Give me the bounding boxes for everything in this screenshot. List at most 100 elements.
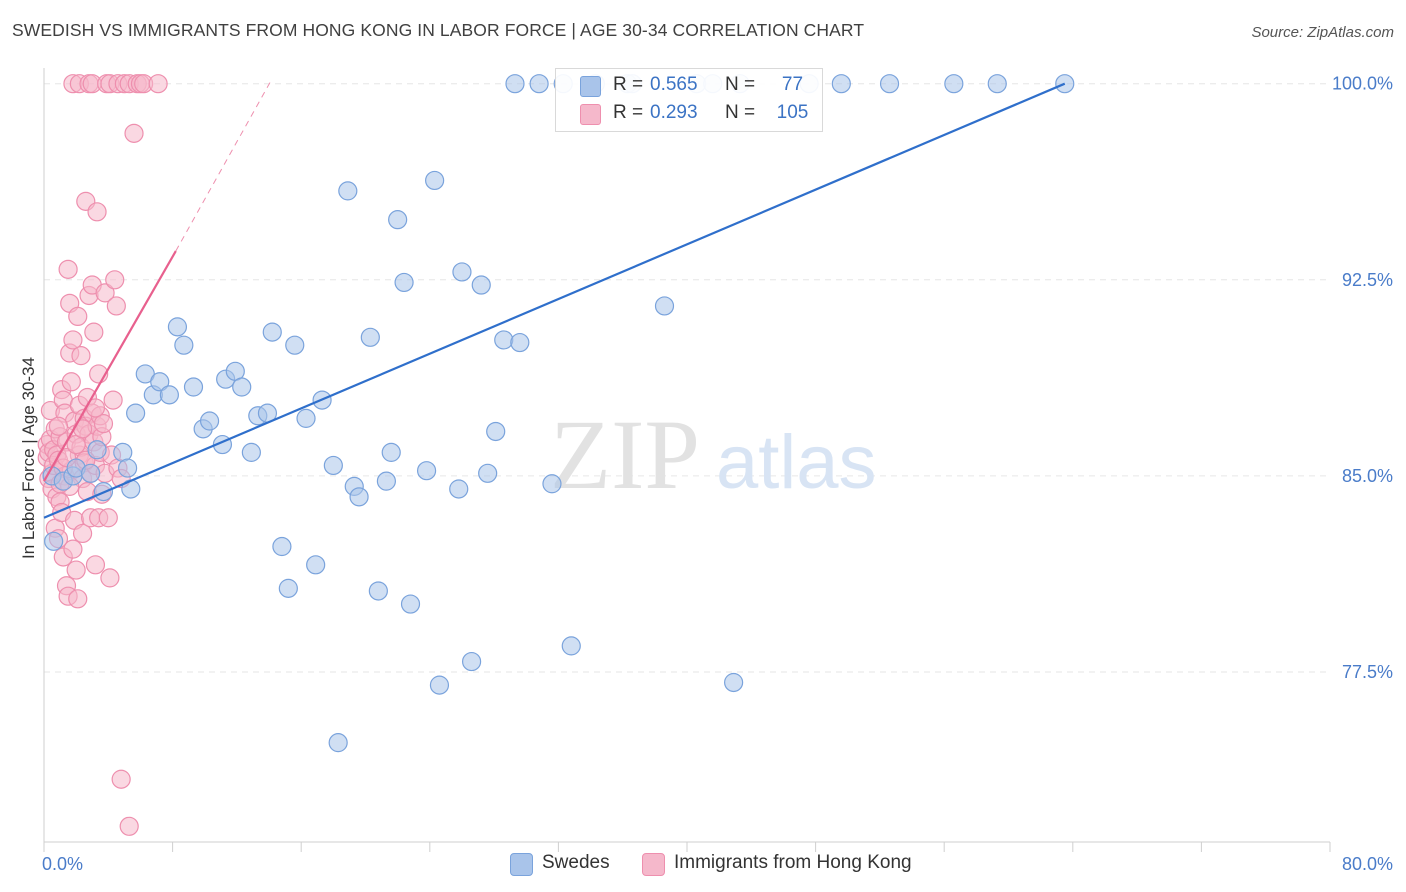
swedes-point [167, 317, 188, 337]
hong-kong-point [105, 270, 125, 290]
swedes-point [494, 330, 514, 350]
swedes-point [349, 487, 369, 507]
watermark: ZIP atlas [550, 399, 877, 510]
swedes-point [381, 442, 401, 462]
swedes-point [278, 578, 298, 598]
swedes-point [159, 385, 179, 405]
hong-kong-swatch [580, 104, 601, 125]
hong-kong-point [84, 322, 104, 342]
r-value: 0.565 [650, 74, 698, 95]
r-label: R = [613, 74, 644, 95]
series-swedes-points [42, 74, 1075, 753]
hong-kong-point [58, 259, 78, 279]
swedes-point [400, 594, 421, 614]
swedes-point [262, 322, 282, 342]
swedes-swatch [580, 76, 601, 97]
swedes-point [388, 210, 408, 230]
n-label: N = [725, 102, 756, 123]
y-tick-label: 85.0% [1342, 466, 1393, 486]
legend-label: Immigrants from Hong Kong [674, 852, 912, 873]
swedes-point [542, 474, 562, 494]
n-value: 105 [776, 102, 809, 123]
hong-kong-point [111, 769, 131, 789]
swedes-point [368, 581, 388, 601]
n-label: N = [725, 74, 756, 95]
hong-kong-trend-extension [175, 78, 273, 252]
hong-kong-point [71, 346, 91, 366]
x-tick-label: 0.0% [42, 854, 83, 874]
hong-kong-point [68, 589, 88, 609]
swedes-point [232, 377, 252, 397]
x-tick-label: 80.0% [1342, 854, 1393, 874]
hong-kong-point [48, 416, 69, 436]
swedes-point [272, 536, 292, 557]
swedes-point [944, 74, 964, 94]
hong-kong-point [106, 296, 126, 316]
y-tick-label: 77.5% [1342, 662, 1393, 682]
chart-title: SWEDISH VS IMMIGRANTS FROM HONG KONG IN … [12, 20, 865, 40]
r-value: 0.293 [650, 102, 698, 123]
hong-kong-point [95, 283, 115, 303]
hong-kong-trend-line [43, 250, 177, 482]
hong-kong-point [124, 123, 144, 143]
watermark-zip: ZIP [550, 399, 700, 510]
swedes-point [126, 403, 146, 423]
hong-kong-point [72, 523, 93, 544]
swedes-point [510, 332, 530, 353]
swedes-point [416, 461, 437, 481]
swedes-point [360, 327, 380, 347]
r-label: R = [613, 102, 644, 123]
swedes-point [296, 408, 316, 428]
hong-kong-swatch [642, 853, 665, 876]
hong-kong-point [98, 508, 118, 528]
y-tick-label: 92.5% [1342, 270, 1393, 290]
swedes-point [461, 651, 482, 672]
y-tick-label: 100.0% [1332, 74, 1393, 94]
swedes-point [425, 170, 445, 191]
swedes-point [724, 672, 744, 693]
swedes-point [478, 463, 498, 483]
trend-lines [43, 78, 1066, 519]
y-axis-title: In Labor Force | Age 30-34 [19, 357, 38, 559]
swedes-point [199, 411, 220, 431]
hong-kong-point [61, 372, 81, 392]
swedes-point [505, 74, 525, 94]
swedes-point [879, 74, 900, 94]
source-label: Source: ZipAtlas.com [1251, 24, 1394, 41]
swedes-point [529, 74, 549, 94]
swedes-point [44, 531, 64, 551]
swedes-point [323, 455, 343, 476]
hong-kong-point [119, 816, 139, 836]
swedes-point [654, 296, 675, 316]
swedes-point [174, 335, 194, 355]
hong-kong-point [148, 74, 168, 94]
swedes-point [486, 421, 506, 442]
swedes-point [81, 463, 101, 483]
hong-kong-point [72, 419, 93, 439]
hong-kong-point [103, 390, 123, 410]
swedes-point [150, 372, 170, 392]
swedes-point [306, 555, 326, 575]
swedes-point [87, 440, 107, 460]
swedes-point [452, 262, 472, 282]
hong-kong-point [87, 202, 107, 222]
series-legend: Swedes Immigrants from Hong Kong [0, 852, 1406, 878]
hong-kong-point [68, 306, 88, 327]
stats-legend: R = 0.565 N = 77 R = 0.293 N = 105 [555, 68, 823, 132]
swedes-point [987, 74, 1007, 94]
watermark-atlas: atlas [716, 420, 877, 505]
hong-kong-point [63, 330, 83, 350]
tick-labels: 100.0% 92.5% 85.0% 77.5% 0.0% 80.0% [42, 74, 1393, 874]
hong-kong-point [100, 568, 120, 588]
swedes-point [183, 377, 204, 397]
swedes-point [376, 471, 396, 491]
swedes-point [449, 479, 469, 499]
hong-kong-point [85, 555, 106, 575]
swedes-point [241, 442, 261, 462]
hong-kong-point [66, 560, 86, 580]
hong-kong-point [93, 414, 114, 434]
swedes-swatch [510, 853, 533, 876]
swedes-point [429, 675, 450, 695]
swedes-point [471, 275, 491, 295]
